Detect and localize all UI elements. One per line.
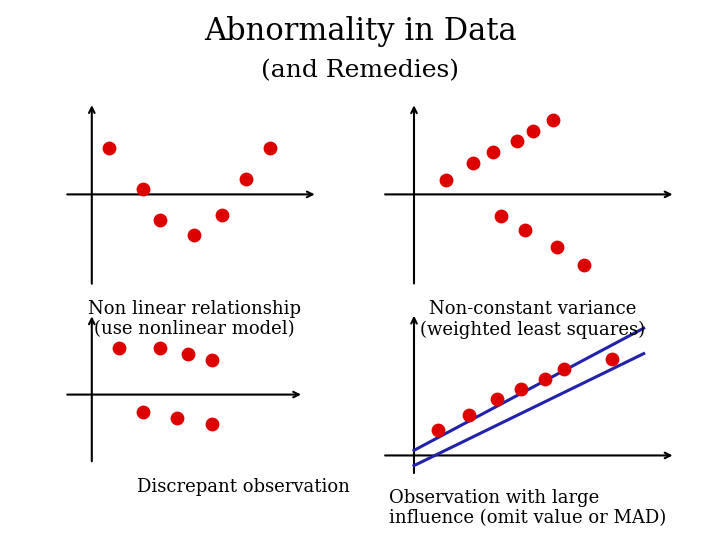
Point <box>546 116 558 125</box>
Point <box>216 211 228 219</box>
Point <box>171 414 183 422</box>
Text: Discrepant observation: Discrepant observation <box>137 478 350 496</box>
Point <box>539 375 550 383</box>
Point <box>154 344 166 353</box>
Text: Non-constant variance
(weighted least squares): Non-constant variance (weighted least sq… <box>420 300 645 339</box>
Point <box>606 354 618 363</box>
Point <box>468 158 480 167</box>
Point <box>579 261 590 269</box>
Point <box>432 426 444 434</box>
Text: (and Remedies): (and Remedies) <box>261 59 459 83</box>
Point <box>511 137 523 146</box>
Point <box>464 410 475 419</box>
Point <box>487 147 499 156</box>
Point <box>264 144 275 153</box>
Point <box>189 231 200 240</box>
Point <box>440 176 451 185</box>
Point <box>515 385 526 394</box>
Text: Observation with large
influence (omit value or MAD): Observation with large influence (omit v… <box>389 489 666 528</box>
Point <box>519 225 531 234</box>
Point <box>138 408 149 416</box>
Point <box>206 419 217 428</box>
Point <box>527 126 539 135</box>
Point <box>206 355 217 364</box>
Text: Abnormality in Data: Abnormality in Data <box>204 16 516 47</box>
Point <box>240 175 251 184</box>
Point <box>495 211 507 220</box>
Text: Non linear relationship
(use nonlinear model): Non linear relationship (use nonlinear m… <box>88 300 301 339</box>
Point <box>559 364 570 373</box>
Point <box>138 185 149 194</box>
Point <box>491 395 503 404</box>
Point <box>103 144 114 153</box>
Point <box>154 215 166 224</box>
Point <box>181 350 193 359</box>
Point <box>114 344 125 353</box>
Point <box>551 243 562 252</box>
